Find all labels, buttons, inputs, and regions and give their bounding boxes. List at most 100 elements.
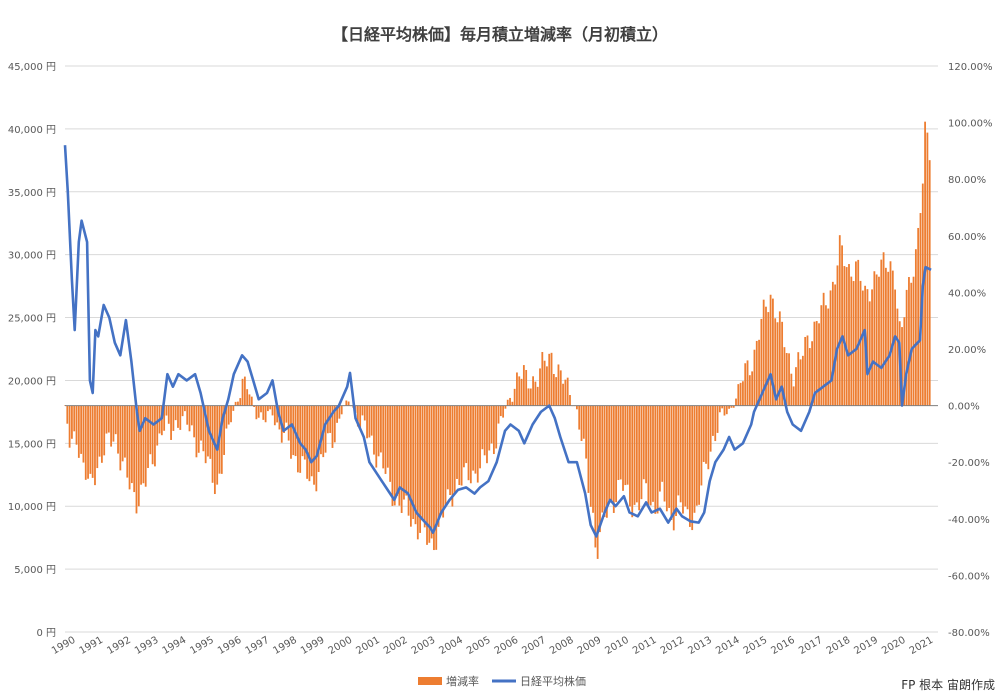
bar bbox=[917, 227, 920, 406]
bar bbox=[204, 405, 207, 464]
bar bbox=[213, 405, 216, 495]
bar bbox=[133, 405, 136, 493]
bar bbox=[403, 405, 405, 500]
bar bbox=[804, 336, 807, 406]
bar bbox=[735, 398, 737, 406]
bar bbox=[241, 378, 244, 406]
bar bbox=[114, 405, 117, 435]
bar bbox=[128, 405, 131, 490]
bar bbox=[384, 405, 387, 474]
bar bbox=[742, 381, 744, 406]
bar bbox=[626, 405, 629, 485]
bar bbox=[539, 368, 541, 406]
bar bbox=[407, 405, 410, 516]
bar bbox=[100, 405, 103, 463]
bar bbox=[841, 245, 843, 406]
bar bbox=[529, 388, 532, 406]
bar bbox=[527, 388, 530, 406]
bar bbox=[654, 405, 657, 514]
bar bbox=[555, 377, 558, 406]
bar bbox=[589, 405, 592, 507]
bar bbox=[765, 306, 767, 406]
bar bbox=[437, 405, 440, 527]
bar bbox=[495, 405, 498, 449]
bar bbox=[852, 281, 855, 406]
bar bbox=[66, 405, 69, 424]
bar bbox=[377, 405, 380, 457]
bar bbox=[758, 339, 760, 406]
bar bbox=[234, 401, 237, 406]
bar bbox=[506, 399, 509, 406]
bar bbox=[156, 405, 159, 446]
bar bbox=[564, 379, 567, 406]
bar bbox=[903, 317, 906, 406]
bar bbox=[324, 405, 327, 453]
bar bbox=[566, 377, 569, 406]
bar bbox=[227, 405, 230, 425]
bar bbox=[345, 400, 348, 406]
bar bbox=[848, 264, 850, 406]
bar bbox=[612, 405, 615, 513]
bar bbox=[801, 355, 804, 406]
left-tick-label: 30,000 円 bbox=[8, 251, 56, 262]
bar bbox=[762, 299, 765, 406]
bar bbox=[582, 405, 585, 439]
bar bbox=[340, 405, 343, 415]
bar bbox=[181, 405, 184, 417]
bar bbox=[511, 401, 514, 406]
bar bbox=[546, 366, 548, 406]
bar bbox=[691, 405, 694, 531]
bar bbox=[130, 405, 133, 484]
bar bbox=[435, 405, 438, 550]
bar bbox=[778, 311, 781, 406]
bar bbox=[831, 281, 834, 406]
bar bbox=[868, 301, 871, 406]
bar bbox=[177, 405, 179, 428]
bar bbox=[119, 405, 122, 471]
bar bbox=[617, 405, 620, 481]
bar bbox=[472, 405, 475, 471]
bar bbox=[453, 405, 456, 494]
bar bbox=[557, 364, 560, 406]
bar bbox=[220, 405, 223, 474]
left-tick-label: 35,000 円 bbox=[8, 188, 56, 199]
bar bbox=[193, 405, 196, 438]
bar bbox=[444, 405, 447, 508]
bar bbox=[283, 405, 285, 433]
bar bbox=[675, 405, 677, 517]
bar bbox=[509, 397, 511, 406]
bar bbox=[822, 292, 825, 406]
bar bbox=[504, 405, 507, 409]
bar bbox=[857, 259, 860, 406]
bar bbox=[368, 405, 371, 438]
bar bbox=[534, 381, 537, 406]
bar bbox=[200, 405, 202, 441]
bar bbox=[121, 405, 124, 462]
bar bbox=[672, 405, 675, 531]
bar bbox=[255, 405, 258, 420]
bar bbox=[190, 405, 193, 426]
bar bbox=[117, 405, 119, 454]
bar bbox=[580, 405, 583, 442]
bar bbox=[910, 282, 913, 406]
bar bbox=[836, 265, 839, 406]
right-tick-label: -60.00% bbox=[948, 571, 990, 582]
bar bbox=[237, 401, 239, 406]
bar bbox=[308, 405, 311, 482]
bar bbox=[497, 405, 500, 424]
bar bbox=[273, 405, 276, 426]
bar bbox=[718, 405, 721, 413]
bar bbox=[871, 289, 873, 406]
bar bbox=[721, 405, 724, 409]
bar bbox=[601, 405, 604, 513]
bar bbox=[712, 405, 714, 436]
bar bbox=[137, 405, 140, 507]
bar bbox=[393, 405, 396, 506]
bar bbox=[901, 327, 903, 406]
bar bbox=[661, 405, 664, 482]
right-tick-label: -20.00% bbox=[948, 458, 990, 469]
bar bbox=[75, 405, 78, 445]
bar bbox=[552, 373, 555, 406]
bar bbox=[409, 405, 412, 527]
bar bbox=[306, 405, 309, 479]
